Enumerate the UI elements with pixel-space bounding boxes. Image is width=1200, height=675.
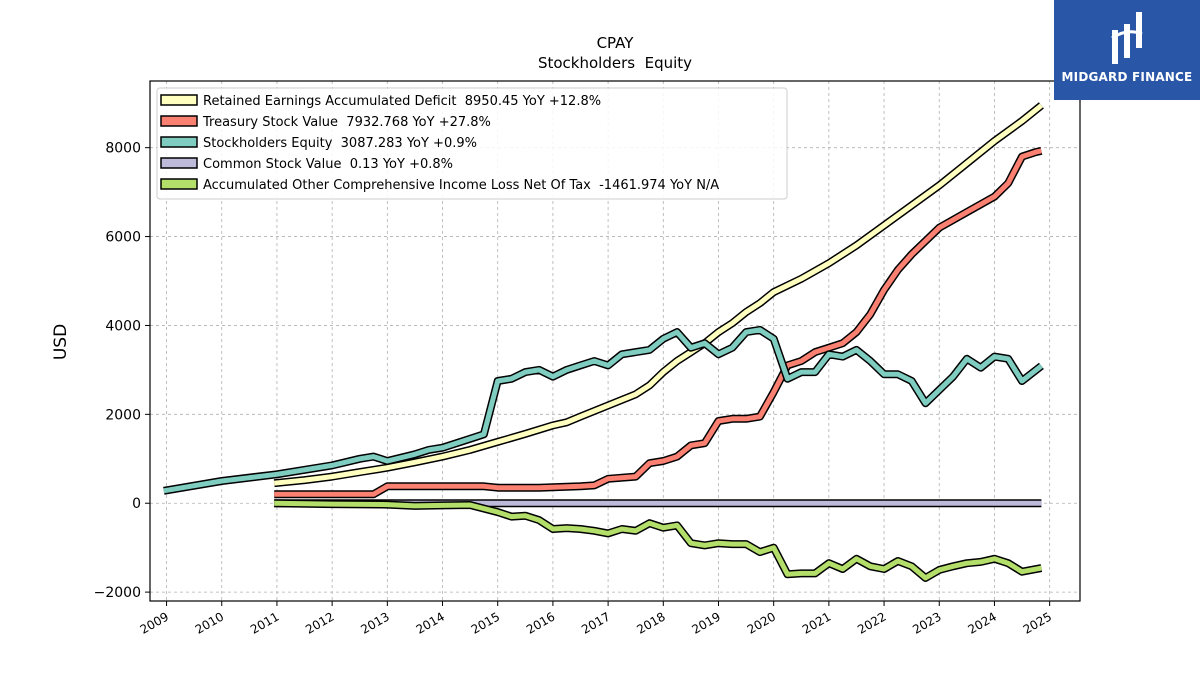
y-tick-label: 2000 — [105, 407, 141, 423]
y-tick-label: 6000 — [105, 230, 141, 246]
x-tick-label: 2010 — [193, 609, 226, 636]
series-layer — [163, 102, 1044, 582]
series-4-line — [274, 500, 1042, 581]
legend-swatch-2 — [160, 136, 198, 148]
legend-label-1: Treasury Stock Value 7932.768 YoY +27.8% — [202, 115, 491, 130]
plot-frame — [149, 80, 1081, 602]
x-tick-label: 2022 — [855, 609, 888, 636]
x-tick-label: 2025 — [1021, 609, 1054, 636]
series-1-line — [274, 148, 1042, 497]
legend: Retained Earnings Accumulated Deficit 89… — [156, 87, 788, 200]
midgard-logo-icon — [1111, 12, 1143, 64]
x-tick-label: 2012 — [303, 609, 336, 636]
x-tick-label: 2014 — [414, 609, 447, 636]
x-tick-label: 2020 — [745, 609, 778, 636]
chart-title: CPAY — [597, 34, 635, 52]
y-tick-label: 0 — [132, 496, 141, 512]
legend-swatch-4 — [160, 178, 198, 190]
x-tick-label: 2017 — [579, 609, 612, 636]
x-tick-label: 2013 — [358, 609, 391, 636]
series-0-line — [273, 103, 1043, 486]
legend-swatch-3 — [160, 157, 198, 169]
x-tick-label: 2023 — [910, 609, 943, 636]
y-axis-label: USD — [51, 324, 71, 360]
y-tick-label: −2000 — [94, 585, 141, 601]
x-tick-label: 2016 — [524, 609, 557, 636]
chart-subtitle: Stockholders Equity — [538, 54, 692, 72]
x-tick-label: 2009 — [138, 609, 171, 636]
x-tick-label: 2024 — [965, 609, 998, 636]
logo-text: MIDGARD FINANCE — [1061, 70, 1193, 84]
x-tick-label: 2018 — [634, 609, 667, 636]
brand-logo: MIDGARD FINANCE — [1054, 0, 1200, 100]
legend-swatch-0 — [160, 94, 198, 106]
x-tick-label: 2019 — [690, 609, 723, 636]
legend-label-4: Accumulated Other Comprehensive Income L… — [203, 178, 719, 193]
legend-label-3: Common Stock Value 0.13 YoY +0.8% — [203, 157, 453, 172]
y-tick-label: 8000 — [105, 141, 141, 157]
x-tick-label: 2021 — [800, 609, 833, 636]
legend-label-0: Retained Earnings Accumulated Deficit 89… — [203, 94, 601, 109]
y-tick-label: 4000 — [105, 318, 141, 334]
legend-label-2: Stockholders Equity 3087.283 YoY +0.9% — [203, 136, 477, 151]
series-4-outline — [274, 499, 1043, 582]
series-1-outline — [274, 146, 1043, 499]
legend-box — [156, 87, 788, 200]
legend-swatch-1 — [160, 115, 198, 127]
x-tick-label: 2015 — [469, 609, 502, 636]
x-tick-label: 2011 — [248, 609, 281, 636]
series-2-line — [163, 327, 1043, 494]
